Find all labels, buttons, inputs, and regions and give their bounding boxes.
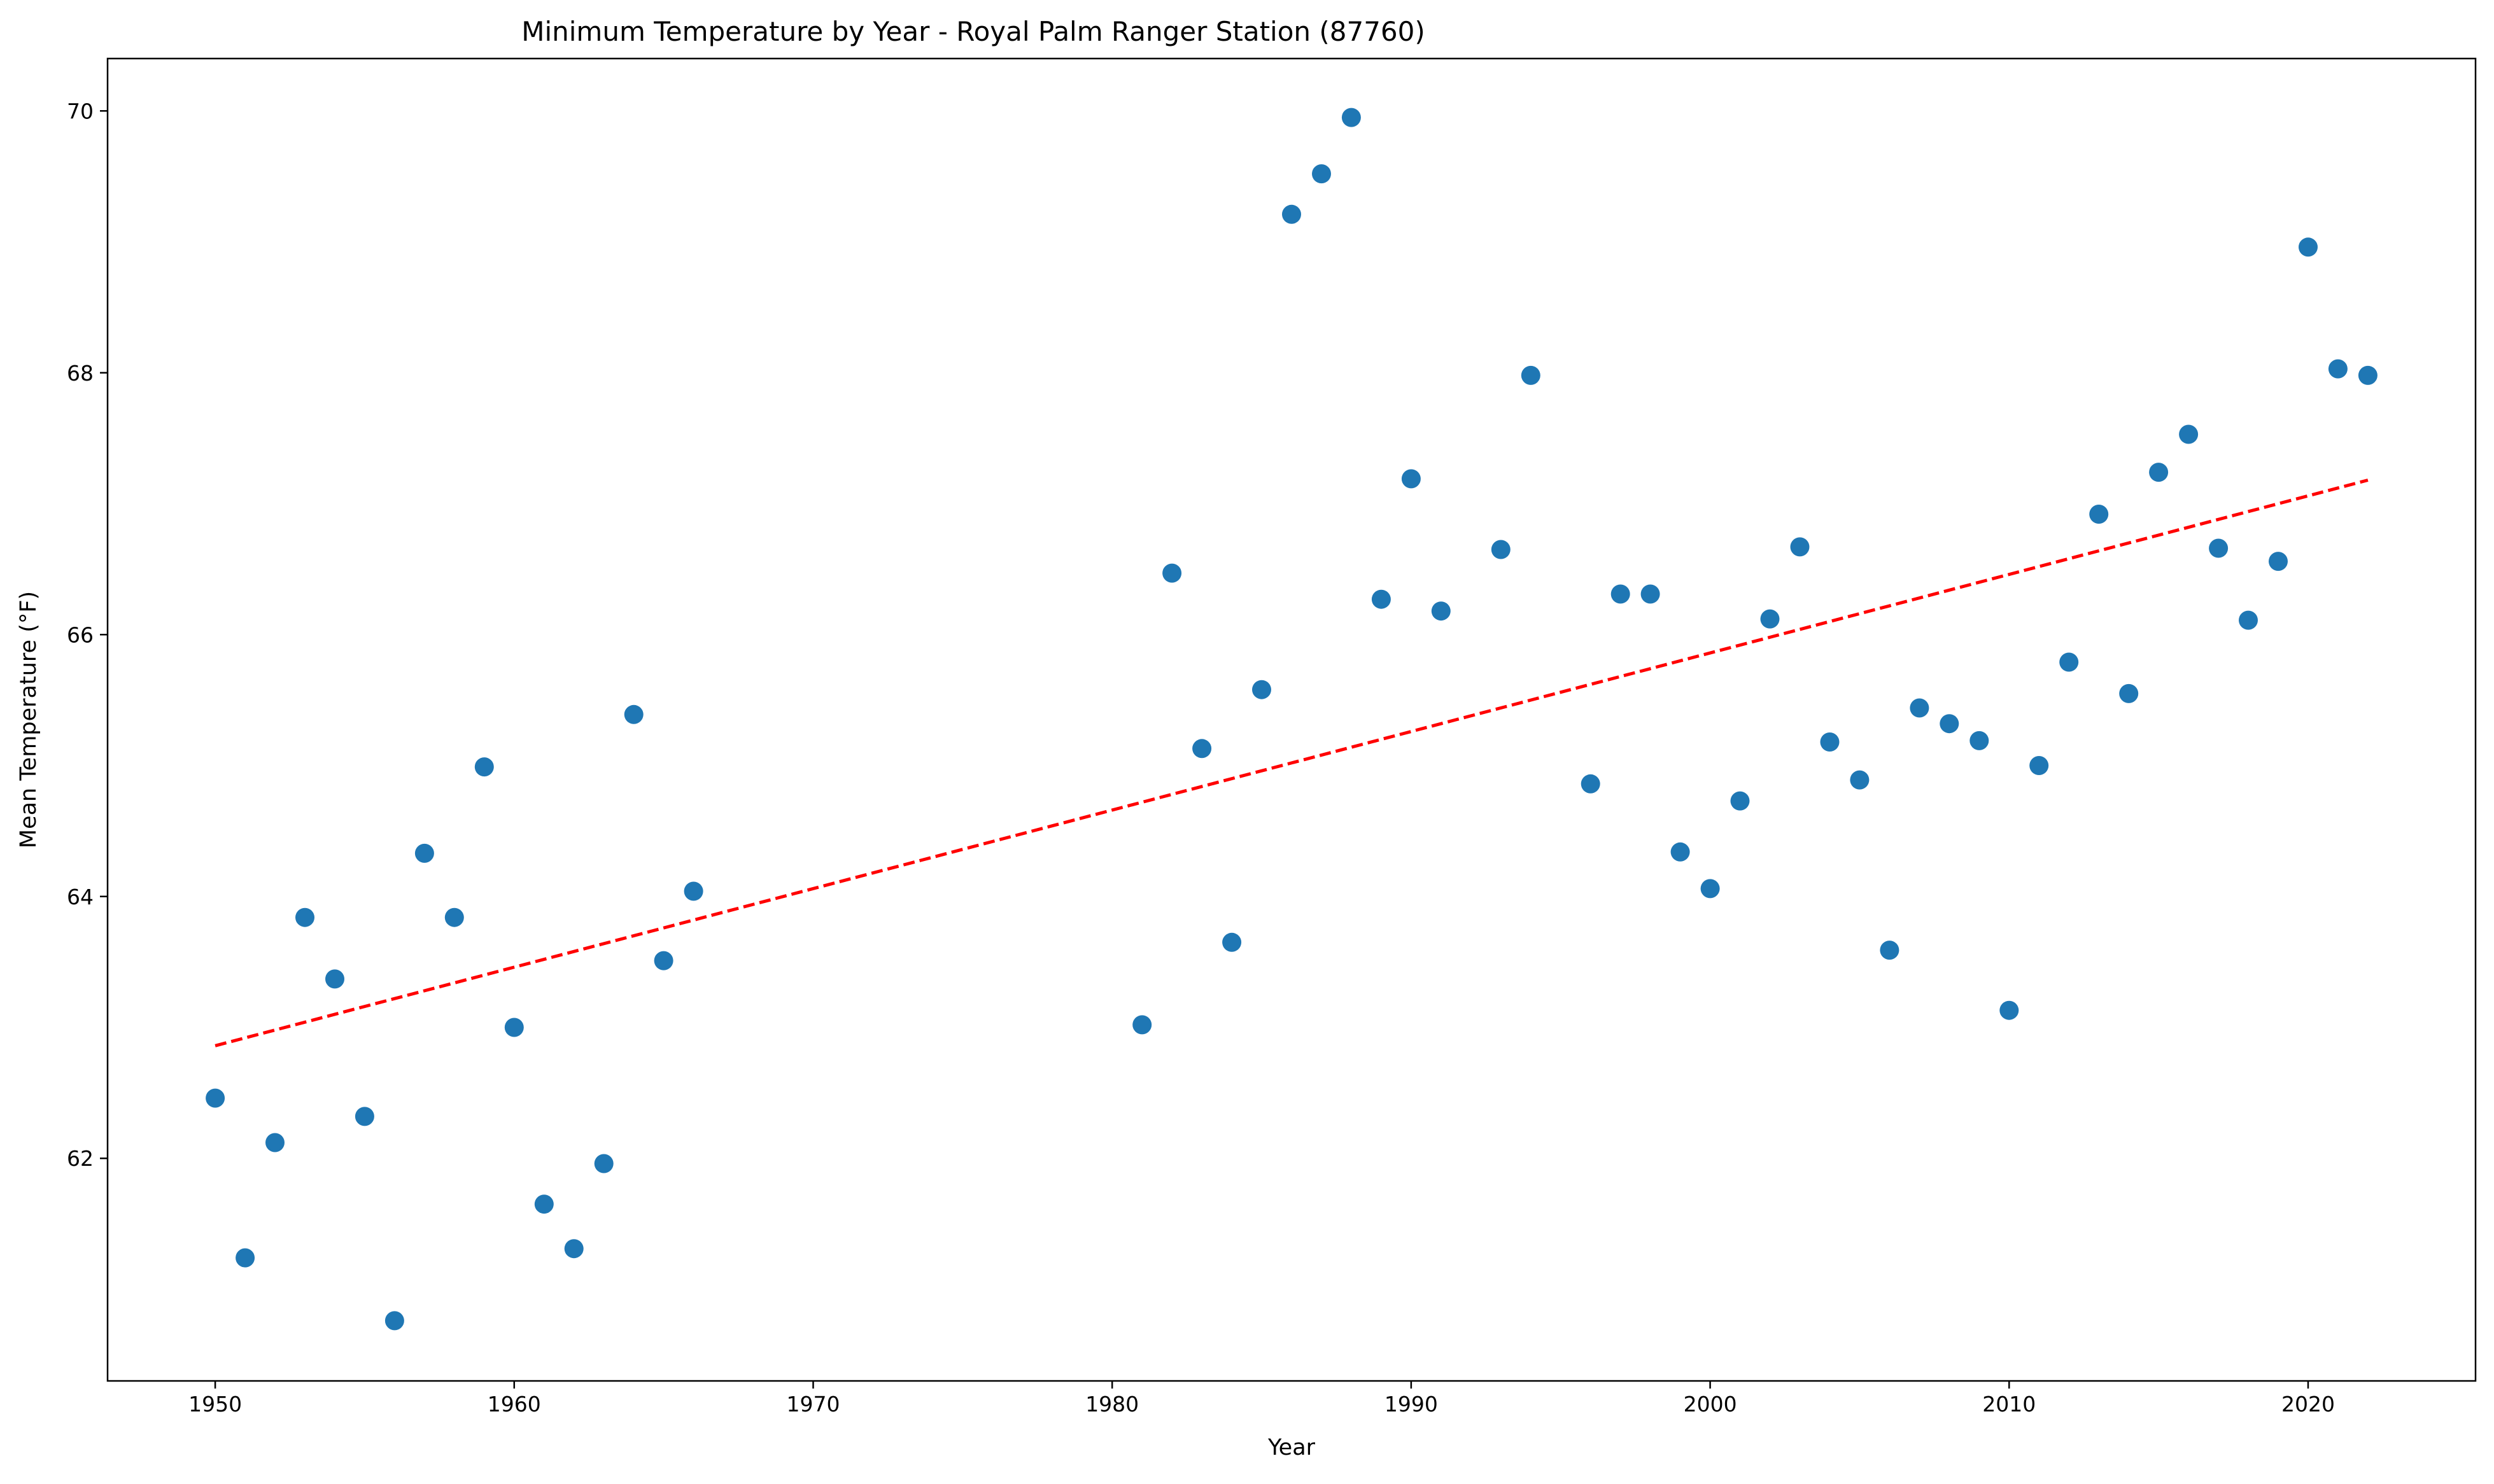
data-point (624, 704, 644, 724)
data-point (2089, 505, 2109, 524)
data-point (2239, 610, 2258, 630)
data-point (1132, 1015, 1152, 1035)
data-point (474, 757, 494, 777)
x-axis-label: Year (1267, 1435, 1316, 1460)
data-point (594, 1154, 614, 1173)
data-point (1880, 941, 1899, 960)
data-point (2299, 237, 2318, 257)
x-tick-label: 1970 (786, 1392, 840, 1417)
data-point (1610, 584, 1630, 604)
y-axis-label: Mean Temperature (°F) (16, 591, 41, 848)
y-tick-label: 66 (67, 622, 94, 647)
x-tick-label: 1980 (1085, 1392, 1139, 1417)
data-point (265, 1133, 285, 1152)
x-tick-label: 2000 (1684, 1392, 1737, 1417)
data-point (2209, 538, 2229, 558)
data-point (1940, 714, 1959, 734)
data-point (444, 907, 464, 927)
data-point (534, 1194, 554, 1214)
data-point (1581, 774, 1600, 794)
y-tick-label: 64 (67, 885, 94, 909)
data-point (1222, 932, 1242, 952)
x-tick-label: 1960 (488, 1392, 541, 1417)
data-point (1730, 791, 1750, 811)
data-point (1162, 563, 1182, 583)
x-tick-label: 1950 (188, 1392, 242, 1417)
data-point (1760, 609, 1780, 629)
data-point (1700, 879, 1720, 899)
plot-layer (206, 108, 2378, 1331)
data-point (1491, 540, 1511, 559)
data-point (1670, 842, 1690, 862)
y-axis: 62 64 66 68 70 (67, 99, 108, 1171)
data-point (1192, 739, 1212, 759)
data-point (1401, 469, 1421, 489)
data-point (295, 907, 314, 927)
data-point (2059, 652, 2079, 672)
y-tick-label: 68 (67, 361, 94, 386)
data-point (1969, 731, 1989, 750)
data-point (564, 1239, 584, 1259)
data-point (1431, 601, 1451, 621)
x-tick-label: 2010 (1982, 1392, 2036, 1417)
data-point (355, 1107, 374, 1126)
chart-title: Minimum Temperature by Year - Royal Palm… (521, 16, 1425, 47)
data-point (1640, 584, 1660, 604)
data-point (2029, 756, 2049, 775)
data-point (1850, 770, 1870, 790)
data-point (2358, 365, 2378, 385)
data-point (2179, 424, 2199, 444)
data-point (654, 951, 673, 970)
data-point (384, 1311, 404, 1331)
x-tick-label: 2020 (2281, 1392, 2335, 1417)
data-point (1371, 589, 1391, 609)
data-point (414, 843, 434, 863)
trend-line (215, 479, 2369, 1047)
data-point (1521, 365, 1540, 385)
data-point (1282, 204, 1301, 224)
data-point (1910, 698, 1929, 718)
data-point (504, 1018, 524, 1037)
data-point (2119, 683, 2139, 703)
data-point (2269, 552, 2288, 571)
data-point (206, 1088, 225, 1108)
data-point (1252, 680, 1271, 699)
data-point (236, 1248, 255, 1268)
data-point (1790, 537, 1810, 557)
x-tick-label: 1990 (1384, 1392, 1438, 1417)
data-point (1341, 108, 1361, 127)
data-point (2328, 359, 2348, 379)
y-tick-label: 62 (67, 1146, 94, 1171)
data-point (1820, 732, 1840, 752)
data-point (1312, 164, 1331, 184)
data-point (1999, 1000, 2019, 1020)
data-point (2149, 463, 2169, 482)
y-tick-label: 70 (67, 99, 94, 123)
data-point (684, 881, 703, 901)
data-point (325, 969, 344, 989)
x-axis: 1950 1960 1970 1980 1990 2000 2010 2020 (188, 1381, 2335, 1417)
plot-area-frame (106, 57, 2477, 1382)
